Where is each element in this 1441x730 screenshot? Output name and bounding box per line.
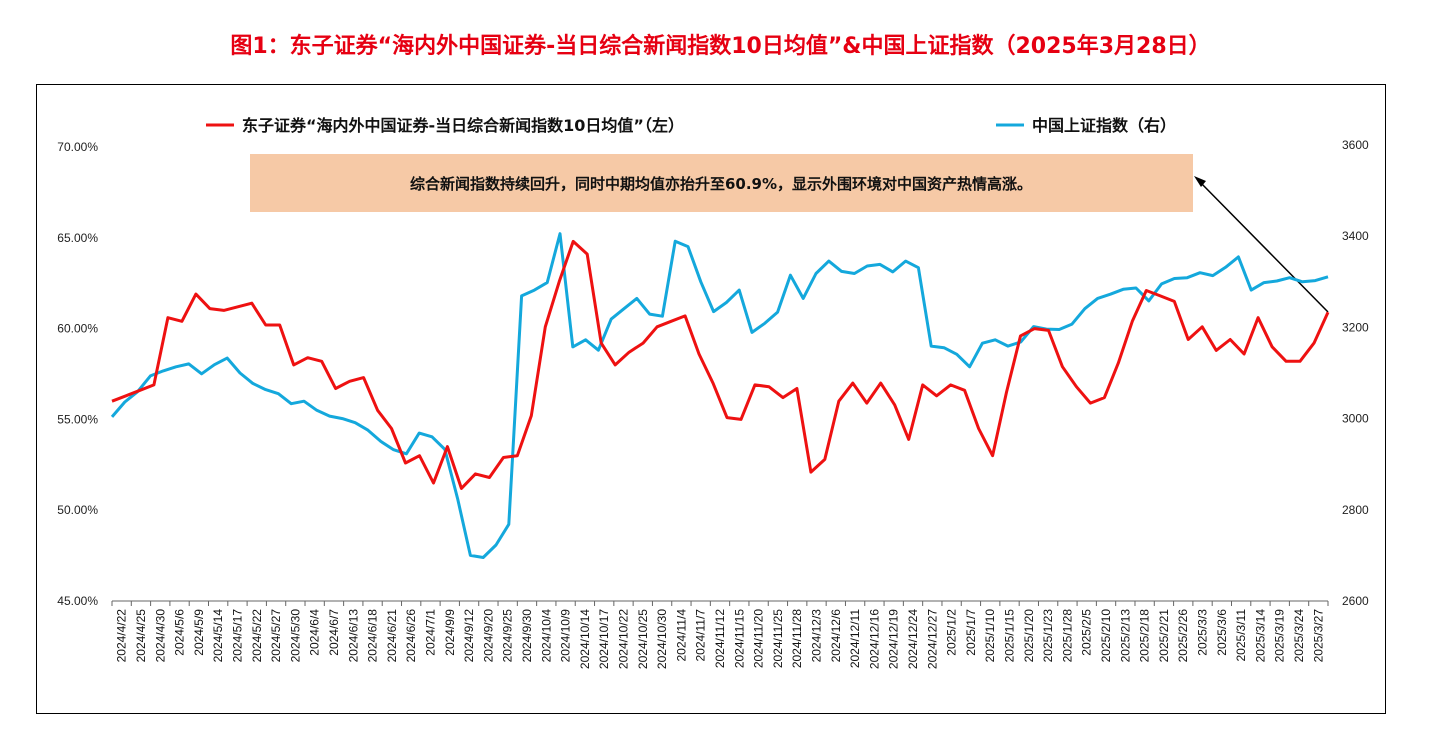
- x-tick-label: 2024/12/6: [829, 609, 843, 663]
- x-tick-label: 2024/12/19: [887, 609, 901, 669]
- x-tick-label: 2025/2/26: [1176, 609, 1190, 663]
- x-tick-label: 2024/6/26: [404, 609, 418, 663]
- x-tick-label: 2025/3/6: [1215, 609, 1229, 656]
- x-tick-label: 2024/10/14: [578, 609, 592, 669]
- annotation-text: 综合新闻指数持续回升，同时中期均值亦抬升至60.9%，显示外围环境对中国资产热情…: [410, 175, 1032, 193]
- x-tick-label: 2024/11/20: [752, 609, 766, 668]
- series-line-sse-index: [110, 232, 1329, 559]
- y-right-tick-label: 2600: [1342, 594, 1369, 608]
- x-tick-label: 2024/12/27: [925, 609, 939, 669]
- y-left-tick-label: 65.00%: [57, 231, 98, 245]
- x-tick-label: 2024/12/24: [906, 609, 920, 669]
- y-right-tick-label: 3400: [1342, 229, 1369, 243]
- x-tick-label: 2025/1/23: [1041, 609, 1055, 663]
- x-tick-label: 2024/5/22: [250, 609, 264, 663]
- x-tick-label: 2024/5/6: [173, 609, 187, 656]
- x-tick-label: 2024/4/30: [153, 609, 167, 663]
- x-tick-label: 2024/10/22: [616, 609, 630, 669]
- annotation-arrow: [1197, 179, 1329, 313]
- x-tick-label: 2025/1/2: [945, 609, 959, 656]
- x-axis: 2024/4/22 2024/4/25 2024/4/30 2024/5/6 2024/…: [111, 600, 1329, 669]
- x-tick-label: 2024/11/7: [694, 609, 708, 662]
- y-left-tick-label: 45.00%: [57, 594, 98, 608]
- chart-frame: [36, 84, 1386, 714]
- y-axis-left: 45.00% 50.00% 55.00% 60.00% 65.00% 70.00%: [57, 140, 98, 608]
- x-tick-label: 2024/5/30: [288, 609, 302, 663]
- x-tick-label: 2025/3/3: [1196, 609, 1210, 656]
- y-right-tick-label: 3200: [1342, 320, 1369, 334]
- x-tick-label: 2025/1/15: [1003, 609, 1017, 663]
- y-left-tick-label: 50.00%: [57, 503, 98, 517]
- x-tick-label: 2024/11/4: [674, 609, 688, 662]
- x-tick-label: 2025/3/27: [1311, 609, 1325, 663]
- x-tick-label: 2025/1/28: [1060, 609, 1074, 663]
- y-left-tick-label: 70.00%: [57, 140, 98, 154]
- x-tick-label: 2024/4/25: [134, 609, 148, 663]
- y-left-tick-label: 60.00%: [57, 322, 98, 336]
- legend-label-news-index: 东子证券“海内外中国证券-当日综合新闻指数10日均值”（左）: [242, 116, 684, 135]
- series-lines: [110, 232, 1330, 559]
- x-tick-label: 2024/10/17: [597, 609, 611, 669]
- y-right-tick-label: 2800: [1342, 503, 1369, 517]
- x-tick-label: 2024/11/15: [732, 609, 746, 668]
- x-tick-label: 2025/1/10: [983, 609, 997, 663]
- x-tick-label: 2024/5/17: [230, 609, 244, 663]
- x-tick-label: 2025/2/13: [1118, 609, 1132, 663]
- y-right-tick-label: 3600: [1342, 138, 1369, 152]
- x-tick-label: 2024/9/20: [481, 609, 495, 663]
- x-tick-label: 2024/9/30: [520, 609, 534, 663]
- x-tick-label: 2025/1/20: [1022, 609, 1036, 663]
- x-tick-label: 2025/2/18: [1138, 609, 1152, 663]
- x-tick-label: 2024/9/9: [443, 609, 457, 656]
- annotation-arrowhead: [1194, 176, 1206, 187]
- x-tick-label: 2024/6/13: [346, 609, 360, 663]
- chart-annotation: 综合新闻指数持续回升，同时中期均值亦抬升至60.9%，显示外围环境对中国资产热情…: [250, 154, 1329, 313]
- y-right-tick-label: 3000: [1342, 412, 1369, 426]
- x-tick-label: 2024/6/7: [327, 609, 341, 656]
- x-tick-label: 2024/5/9: [192, 609, 206, 656]
- x-tick-label: 2025/3/14: [1253, 609, 1267, 663]
- x-tick-label: 2024/5/27: [269, 609, 283, 663]
- x-tick-label: 2024/12/3: [810, 609, 824, 663]
- x-tick-label: 2024/5/14: [211, 609, 225, 663]
- x-tick-label: 2024/10/25: [636, 609, 650, 669]
- x-tick-label: 2025/2/21: [1157, 609, 1171, 663]
- x-tick-label: 2024/6/21: [385, 609, 399, 663]
- x-tick-label: 2024/12/16: [867, 609, 881, 669]
- x-tick-label: 2024/10/4: [539, 609, 553, 663]
- x-tick-label: 2025/2/5: [1080, 609, 1094, 656]
- x-tick-label: 2025/3/11: [1234, 609, 1248, 662]
- x-tick-label: 2024/11/28: [790, 609, 804, 668]
- x-tick-label: 2024/6/4: [308, 609, 322, 656]
- annotation-box: [250, 154, 1193, 212]
- x-tick-label: 2024/10/9: [559, 609, 573, 663]
- x-tick-label: 2025/3/24: [1292, 609, 1306, 663]
- x-tick-label: 2024/9/25: [501, 609, 515, 663]
- series-line-news-index: [111, 239, 1330, 490]
- x-tick-label: 2024/7/1: [423, 609, 437, 656]
- x-tick-label: 2024/11/12: [713, 609, 727, 668]
- chart-legend: 东子证券“海内外中国证券-当日综合新闻指数10日均值”（左） 中国上证指数（右）: [206, 116, 1176, 135]
- x-tick-label: 2025/3/19: [1273, 609, 1287, 663]
- x-tick-label: 2025/1/7: [964, 609, 978, 656]
- x-tick-label: 2024/11/25: [771, 609, 785, 668]
- x-tick-label: 2024/9/12: [462, 609, 476, 663]
- x-tick-label: 2024/6/18: [366, 609, 380, 663]
- legend-label-sse-index: 中国上证指数（右）: [1032, 116, 1176, 135]
- x-tick-label: 2025/2/10: [1099, 609, 1113, 663]
- x-tick-label: 2024/4/22: [115, 609, 129, 663]
- figure-title: 图1：东子证券“海内外中国证券-当日综合新闻指数10日均值”&中国上证指数（20…: [230, 34, 1211, 59]
- x-tick-label: 2024/10/30: [655, 609, 669, 669]
- x-tick-label: 2024/12/11: [848, 609, 862, 668]
- y-left-tick-label: 55.00%: [57, 412, 98, 426]
- y-axis-right: 2600 2800 3000 3200 3400 3600: [1342, 138, 1369, 608]
